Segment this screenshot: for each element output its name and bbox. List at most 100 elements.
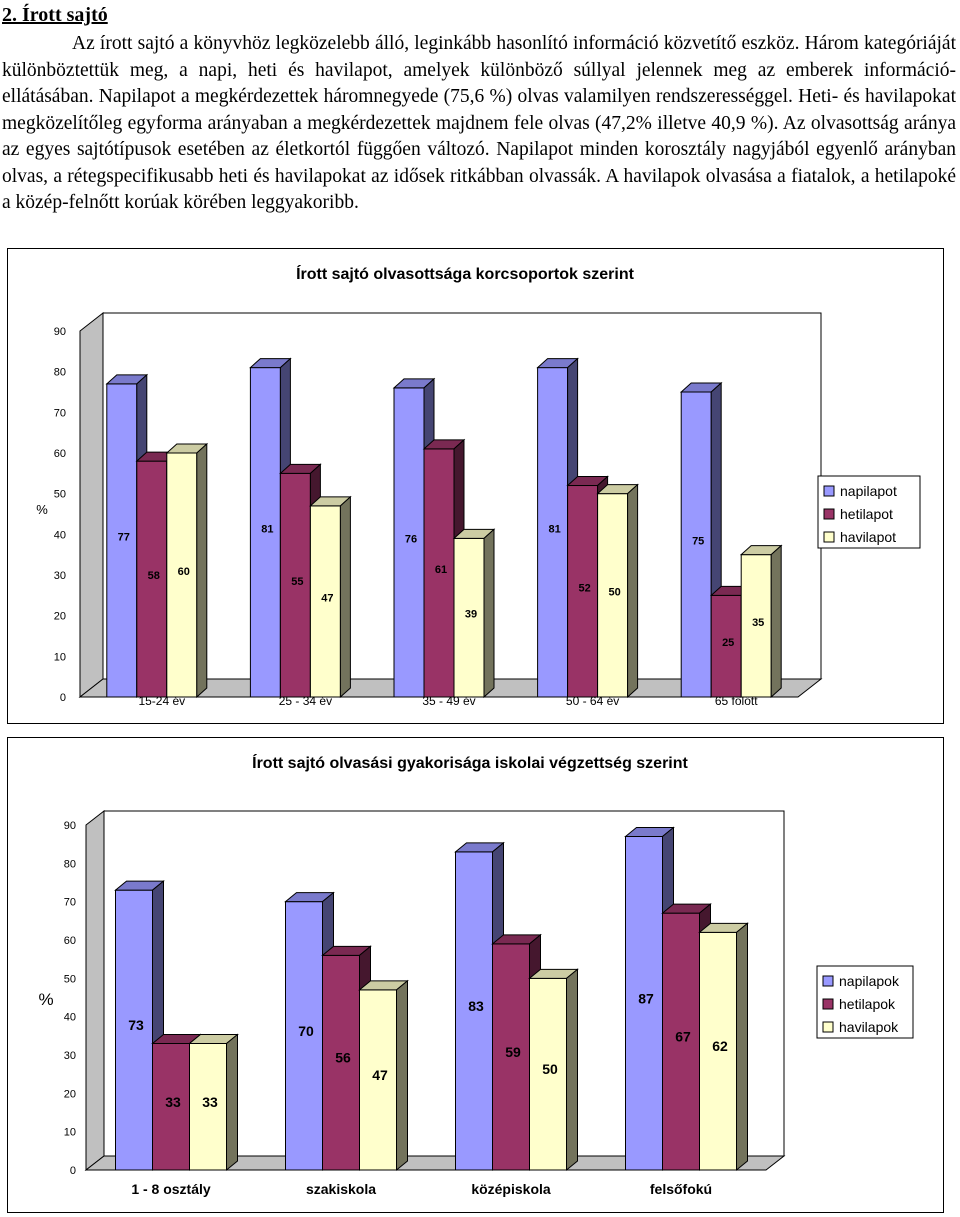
x-tick-label: 1 - 8 osztály	[131, 1181, 211, 1197]
legend-swatch-havilapot	[823, 531, 835, 543]
chart-title: Írott sajtó olvasottsága korcsoportok sz…	[296, 264, 635, 283]
x-tick-label: felsőfokú	[650, 1181, 712, 1197]
data-label: 67	[675, 1029, 691, 1045]
y-tick-label: 0	[60, 692, 66, 704]
bar-havilapot-2	[453, 537, 485, 698]
bar-napilapok-0	[115, 889, 153, 1171]
data-label: 83	[468, 998, 484, 1014]
data-label: 61	[435, 564, 447, 576]
bar-hetilapot-4	[710, 594, 742, 698]
data-label: 56	[335, 1050, 351, 1066]
y-tick-label: 50	[64, 973, 76, 985]
legend-box	[817, 475, 921, 549]
bar-hetilapok-3	[662, 912, 700, 1171]
legend-swatch-napilapok	[822, 975, 834, 987]
legend: napilapok hetilapok havilapok	[816, 965, 914, 1039]
bar-side-havilapot-0	[196, 442, 208, 699]
x-tick-label: 65 fölött	[715, 694, 758, 708]
y-tick-label: 90	[54, 326, 66, 338]
bar-napilapot-3	[537, 367, 569, 698]
data-label: 60	[178, 566, 190, 578]
bar-napilapot-4	[680, 391, 712, 698]
data-label: 25	[722, 637, 734, 649]
data-label: 59	[505, 1044, 521, 1060]
y-axis-label: %	[38, 990, 53, 1009]
bar-side-havilapok-3	[736, 922, 748, 1172]
bar-hetilapot-3	[567, 485, 599, 698]
chart-title: Írott sajtó olvasási gyakorisága iskolai…	[252, 753, 688, 772]
y-axis-label: %	[36, 502, 48, 517]
bar-havilapot-3	[597, 493, 629, 698]
y-tick-label: 80	[54, 367, 66, 379]
data-label: 47	[372, 1067, 388, 1083]
bar-napilapot-2	[393, 387, 425, 698]
y-tick-label: 60	[54, 448, 66, 460]
data-label: 87	[638, 990, 654, 1006]
bar-side-havilapot-2	[483, 528, 495, 699]
chart-education-svg: Írott sajtó olvasási gyakorisága iskolai…	[38, 753, 914, 1197]
bar-napilapok-1	[285, 901, 323, 1171]
bar-side-havilapot-1	[339, 495, 351, 699]
data-label: 75	[692, 536, 704, 548]
data-label: 39	[465, 609, 477, 621]
intro-paragraph: Az írott sajtó a könyvhöz legközelebb ál…	[2, 33, 956, 213]
y-tick-label: 90	[64, 820, 76, 832]
data-label: 33	[202, 1094, 218, 1110]
bar-havilapok-3	[699, 931, 737, 1171]
data-label: 70	[298, 1023, 314, 1039]
legend-label: hetilapok	[839, 996, 896, 1012]
y-tick-label: 30	[64, 1050, 76, 1062]
data-label: 52	[578, 582, 590, 594]
side-wall	[85, 809, 105, 1172]
chart-education: Írott sajtó olvasási gyakorisága iskolai…	[7, 737, 944, 1213]
chart-age-groups: Írott sajtó olvasottsága korcsoportok sz…	[7, 248, 944, 724]
y-tick-label: 50	[54, 489, 66, 501]
y-tick-label: 30	[54, 570, 66, 582]
data-label: 77	[118, 531, 130, 543]
legend-swatch-napilapot	[823, 485, 835, 497]
data-label: 50	[542, 1061, 558, 1077]
bar-hetilapot-2	[423, 448, 455, 698]
x-tick-label: 15-24 év	[138, 694, 185, 708]
y-tick-label: 20	[54, 611, 66, 623]
bar-napilapot-1	[249, 367, 281, 698]
y-tick-label: 10	[54, 651, 66, 663]
bar-havilapok-0	[189, 1043, 227, 1171]
data-label: 62	[712, 1038, 728, 1054]
y-tick-label: 0	[70, 1165, 76, 1177]
legend-label: napilapot	[840, 483, 897, 499]
x-tick-label: szakiskola	[306, 1181, 376, 1197]
bar-side-havilapok-2	[566, 968, 578, 1172]
data-label: 47	[321, 592, 333, 604]
data-label: 55	[291, 576, 303, 588]
x-tick-label: 25 - 34 év	[279, 694, 332, 708]
x-tick-label: 35 - 49 év	[422, 694, 475, 708]
data-label: 33	[165, 1094, 181, 1110]
data-label: 35	[752, 617, 764, 629]
data-label: 50	[608, 586, 620, 598]
legend: napilapot hetilapot havilapot	[817, 475, 921, 549]
bar-hetilapok-2	[492, 943, 530, 1171]
y-tick-label: 80	[64, 858, 76, 870]
legend-label: havilapot	[840, 529, 896, 545]
x-tick-label: 50 - 64 év	[566, 694, 619, 708]
bar-side-havilapok-0	[226, 1033, 238, 1172]
x-tick-label: középiskola	[471, 1181, 551, 1197]
legend-label: hetilapot	[840, 506, 893, 522]
bar-hetilapot-0	[136, 460, 168, 698]
side-wall	[79, 311, 104, 699]
data-label: 76	[405, 533, 417, 545]
chart-age-groups-svg: Írott sajtó olvasottsága korcsoportok sz…	[36, 264, 921, 708]
y-tick-label: 60	[64, 935, 76, 947]
legend-swatch-hetilapot	[823, 508, 835, 520]
bar-napilapot-0	[106, 383, 138, 698]
bar-napilapok-2	[455, 851, 493, 1171]
y-tick-label: 40	[64, 1012, 76, 1024]
data-label: 81	[548, 523, 560, 535]
bar-side-havilapot-4	[770, 544, 782, 699]
data-label: 81	[261, 523, 273, 535]
y-tick-label: 70	[64, 897, 76, 909]
legend-swatch-havilapok	[822, 1021, 834, 1033]
y-tick-label: 20	[64, 1088, 76, 1100]
bar-side-havilapot-3	[627, 483, 639, 699]
